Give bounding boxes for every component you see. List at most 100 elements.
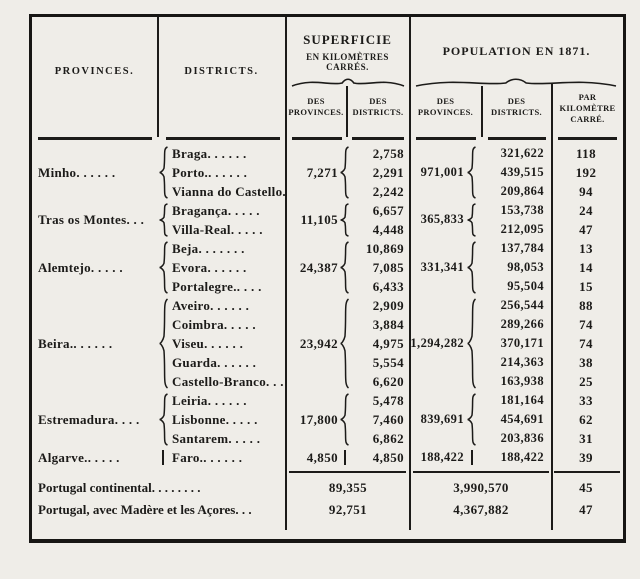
province-name: Estremadura. . . . [38, 412, 140, 427]
total-row-label: Portugal, avec Madère et les Açores. . . [38, 502, 252, 517]
superficie-district-value: 6,657 [372, 203, 404, 218]
density-value: 74 [579, 336, 593, 351]
brace-icon [340, 203, 350, 237]
population-district-value: 137,784 [500, 241, 544, 255]
single-brace-bar [162, 450, 164, 465]
population-district-value: 209,864 [500, 184, 544, 198]
population-district-value: 321,622 [500, 146, 544, 160]
column-divider [346, 86, 348, 137]
total-population-value: 4,367,882 [453, 502, 509, 517]
population-district-value: 181,164 [500, 393, 544, 407]
superficie-district-value: 4,850 [372, 450, 404, 465]
district-name: Evora. . . . . . [172, 260, 247, 275]
population-district-value: 203,836 [500, 431, 544, 445]
population-district-value: 370,171 [500, 336, 544, 350]
column-divider [481, 86, 483, 137]
superficie-province-value: 11,105 [300, 212, 338, 227]
density-value: 24 [579, 203, 593, 218]
population-district-value: 439,515 [500, 165, 544, 179]
district-name: Coimbra. . . . . [172, 317, 256, 332]
population-province-value: 188,422 [420, 450, 464, 464]
superficie-district-value: 10,869 [365, 241, 404, 256]
superficie-province-value: 4,850 [306, 450, 338, 465]
population-district-value: 95,504 [507, 279, 544, 293]
district-name: Lisbonne. . . . . [172, 412, 258, 427]
brace-icon [467, 393, 477, 446]
brace-icon [157, 298, 169, 389]
header-par-kilometre-carre: PAR KILOMÈTRE CARRÉ. [559, 92, 616, 124]
district-name: Villa-Real. . . . . [172, 222, 263, 237]
density-value: 74 [579, 317, 593, 332]
single-brace-bar [344, 450, 346, 465]
superficie-district-value: 4,448 [372, 222, 404, 237]
totals-rule [554, 471, 620, 473]
brace-icon [467, 298, 477, 389]
column-divider [409, 17, 411, 530]
density-value: 62 [579, 412, 593, 427]
superficie-province-value: 24,387 [299, 260, 338, 275]
column-divider [157, 17, 159, 137]
population-district-value: 153,738 [500, 203, 544, 217]
total-superficie-value: 89,355 [328, 480, 368, 495]
totals-rule [289, 471, 406, 473]
district-name: Porto.. . . . . . [172, 165, 248, 180]
total-row-label: Portugal continental. . . . . . . . [38, 480, 201, 495]
brace-icon [340, 146, 350, 199]
district-name: Viseu. . . . . . [172, 336, 244, 351]
superficie-district-value: 6,620 [372, 374, 404, 389]
total-superficie-value: 92,751 [328, 502, 368, 517]
brace-icon [157, 146, 169, 199]
totals-rule [413, 471, 549, 473]
district-name: Santarem. . . . . [172, 431, 261, 446]
superficie-district-value: 6,433 [372, 279, 404, 294]
superficie-district-value: 2,909 [372, 298, 404, 313]
density-value: 39 [579, 450, 593, 465]
column-divider [551, 84, 553, 530]
district-name: Guarda. . . . . . [172, 355, 257, 370]
brace-icon [340, 241, 350, 294]
superficie-province-value: 7,271 [306, 165, 338, 180]
header-rule [292, 137, 342, 140]
population-district-value: 98,053 [507, 260, 544, 274]
superficie-district-value: 2,291 [372, 165, 404, 180]
density-value: 15 [579, 279, 593, 294]
density-value: 14 [579, 260, 593, 275]
header-rule [352, 137, 404, 140]
province-name: Minho. . . . . . [38, 165, 116, 180]
brace-icon [157, 393, 169, 446]
superficie-district-value: 2,242 [372, 184, 404, 199]
single-brace-bar [471, 450, 473, 465]
header-rule [166, 137, 280, 140]
population-province-value: 365,833 [420, 212, 464, 226]
superficie-district-value: 7,460 [372, 412, 404, 427]
superficie-district-value: 6,862 [372, 431, 404, 446]
population-district-value: 163,938 [500, 374, 544, 388]
density-value: 192 [575, 165, 597, 180]
header-sup-des-provinces: DES PROVINCES. [288, 96, 344, 117]
brace-divider-population [414, 75, 618, 89]
superficie-district-value: 4,975 [372, 336, 404, 351]
superficie-district-value: 2,758 [372, 146, 404, 161]
population-district-value: 188,422 [500, 450, 544, 464]
header-rule [416, 137, 476, 140]
district-name: Bragança. . . . . [172, 203, 260, 218]
density-value: 118 [576, 146, 596, 161]
brace-icon [157, 241, 169, 294]
superficie-province-value: 23,942 [299, 336, 338, 351]
brace-icon [467, 146, 477, 199]
total-population-value: 3,990,570 [453, 480, 509, 495]
district-name: Castello-Branco. . . [172, 374, 284, 389]
header-pop-des-districts: DES DISTRICTS. [491, 96, 542, 117]
total-density-value: 45 [579, 480, 593, 495]
population-province-value: 971,001 [420, 165, 464, 179]
density-value: 38 [579, 355, 593, 370]
province-name: Alemtejo. . . . . [38, 260, 123, 275]
population-province-value: 1,294,282 [410, 336, 464, 350]
brace-icon [340, 393, 350, 446]
header-rule [488, 137, 546, 140]
column-divider [285, 17, 287, 530]
population-province-value: 331,341 [420, 260, 464, 274]
header-population-title: POPULATION EN 1871. [442, 44, 591, 58]
superficie-district-value: 7,085 [372, 260, 404, 275]
total-density-value: 47 [579, 502, 593, 517]
